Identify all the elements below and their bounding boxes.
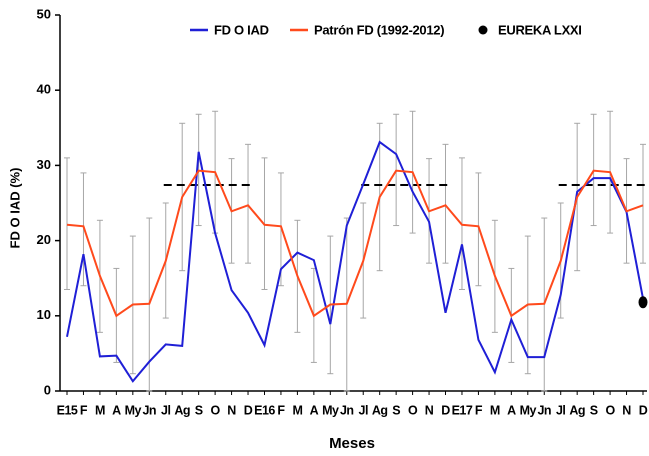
x-tick-label: Ag	[569, 403, 585, 417]
x-tick-label: F	[277, 403, 285, 417]
x-tick-label: M	[292, 403, 302, 417]
x-tick-label: D	[441, 403, 450, 417]
x-tick-label: E16	[254, 403, 275, 417]
x-tick-label: My	[322, 403, 339, 417]
x-tick-label: N	[227, 403, 236, 417]
y-tick-label: 30	[37, 157, 51, 172]
x-tick-label: F	[475, 403, 483, 417]
y-axis-label: FD O IAD (%)	[7, 168, 22, 249]
y-tick-label: 50	[37, 6, 51, 21]
x-tick-label: S	[195, 403, 203, 417]
x-tick-label: My	[125, 403, 142, 417]
x-tick-label: Jn	[340, 403, 354, 417]
error-bar	[64, 157, 70, 290]
legend-swatch	[478, 25, 488, 35]
x-tick-label: Jl	[359, 403, 368, 417]
x-tick-label: D	[639, 403, 648, 417]
x-tick-label: O	[210, 403, 220, 417]
series-line	[66, 140, 644, 383]
x-tick-label: M	[490, 403, 500, 417]
x-tick-label: Jn	[537, 403, 551, 417]
x-tick-label: N	[425, 403, 434, 417]
error-bar	[640, 143, 646, 264]
x-axis-label: Meses	[329, 435, 375, 452]
legend-label: FD O IAD	[214, 22, 269, 37]
series-line	[66, 169, 644, 318]
y-tick-label: 20	[37, 232, 51, 247]
x-tick-label: D	[244, 403, 253, 417]
x-tick-label: A	[310, 403, 319, 417]
x-tick-label: A	[112, 403, 121, 417]
x-tick-label: O	[605, 403, 615, 417]
y-tick-label: 0	[44, 382, 51, 397]
x-tick-label: F	[80, 403, 88, 417]
data-point	[638, 296, 648, 309]
y-tick-label: 10	[37, 307, 51, 322]
legend-label: EUREKA LXXI	[498, 22, 582, 37]
error-bar	[442, 143, 449, 264]
x-tick-label: S	[590, 403, 598, 417]
x-tick-label: Jl	[161, 403, 170, 417]
x-tick-label: N	[622, 403, 631, 417]
x-tick-label: M	[95, 403, 105, 417]
x-tick-label: O	[408, 403, 418, 417]
legend-label: Patrón FD (1992-2012)	[314, 22, 444, 37]
x-tick-label: My	[520, 403, 537, 417]
error-bar	[245, 143, 252, 264]
x-tick-label: Ag	[372, 403, 388, 417]
x-tick-label: E15	[57, 403, 78, 417]
y-tick-label: 40	[37, 82, 51, 97]
x-tick-label: E17	[452, 403, 473, 417]
x-tick-label: S	[392, 403, 400, 417]
x-tick-label: Jl	[556, 403, 565, 417]
x-tick-label: Jn	[142, 403, 156, 417]
x-tick-label: A	[507, 403, 516, 417]
x-tick-label: Ag	[174, 403, 190, 417]
